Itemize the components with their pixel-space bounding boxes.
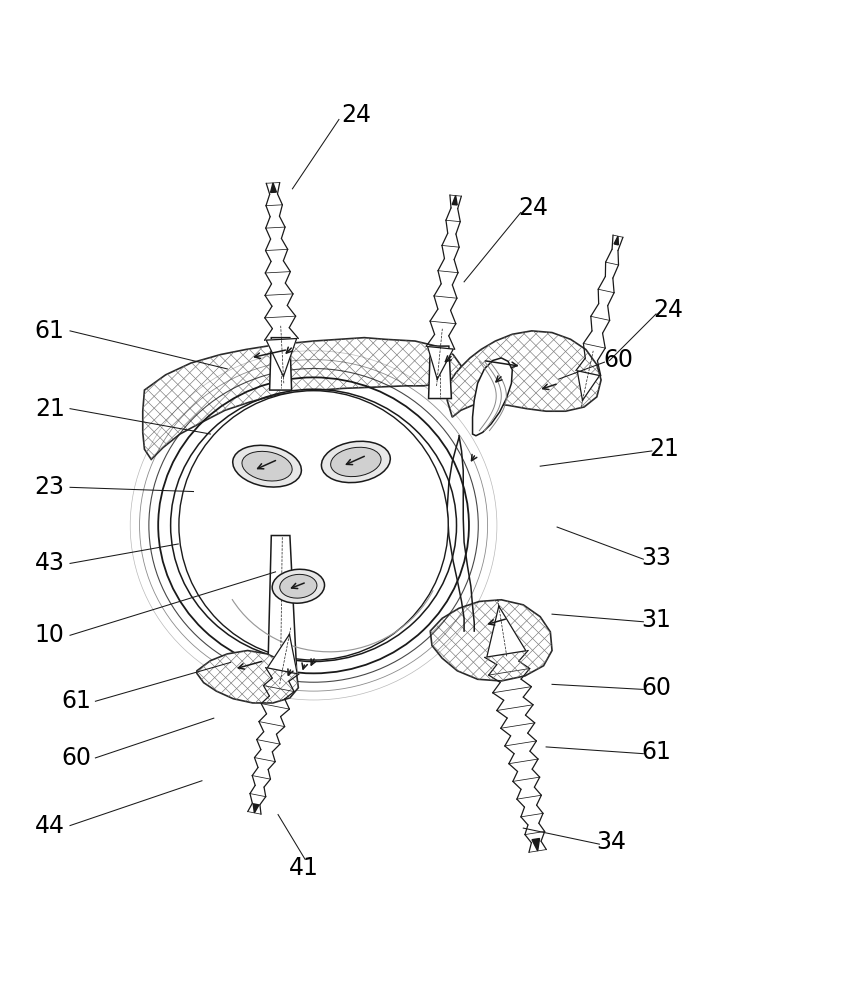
Text: 21: 21: [35, 397, 64, 421]
Polygon shape: [430, 600, 552, 681]
Text: 44: 44: [35, 814, 64, 838]
Polygon shape: [268, 634, 297, 674]
Polygon shape: [143, 338, 462, 459]
Polygon shape: [447, 331, 601, 417]
Ellipse shape: [179, 391, 448, 660]
Text: 61: 61: [641, 740, 671, 764]
Text: 21: 21: [650, 437, 679, 461]
Polygon shape: [452, 196, 457, 205]
Text: 60: 60: [641, 676, 671, 700]
Polygon shape: [197, 651, 298, 703]
Polygon shape: [253, 804, 259, 813]
Text: 34: 34: [596, 830, 626, 854]
Polygon shape: [473, 358, 512, 436]
Ellipse shape: [242, 451, 292, 481]
Polygon shape: [532, 839, 540, 851]
Text: 61: 61: [35, 319, 64, 343]
Polygon shape: [487, 606, 526, 657]
Text: 24: 24: [518, 196, 548, 220]
Ellipse shape: [233, 445, 302, 487]
Ellipse shape: [321, 441, 390, 483]
Text: 23: 23: [35, 475, 64, 499]
Text: 24: 24: [654, 298, 684, 322]
Polygon shape: [269, 338, 291, 390]
Text: 61: 61: [62, 689, 91, 713]
Polygon shape: [429, 346, 451, 399]
Polygon shape: [614, 236, 618, 245]
Text: 43: 43: [35, 551, 64, 575]
Text: 41: 41: [289, 856, 318, 880]
Text: 33: 33: [641, 546, 671, 570]
Text: 60: 60: [62, 746, 91, 770]
Polygon shape: [428, 347, 453, 379]
Ellipse shape: [330, 447, 381, 477]
Ellipse shape: [272, 569, 324, 603]
Ellipse shape: [280, 574, 317, 598]
Polygon shape: [578, 371, 600, 400]
Polygon shape: [266, 339, 296, 376]
Text: 24: 24: [340, 103, 371, 127]
Text: 60: 60: [603, 348, 633, 372]
Polygon shape: [270, 183, 276, 192]
Polygon shape: [268, 536, 296, 671]
Text: 10: 10: [35, 623, 64, 647]
Text: 31: 31: [641, 608, 671, 632]
